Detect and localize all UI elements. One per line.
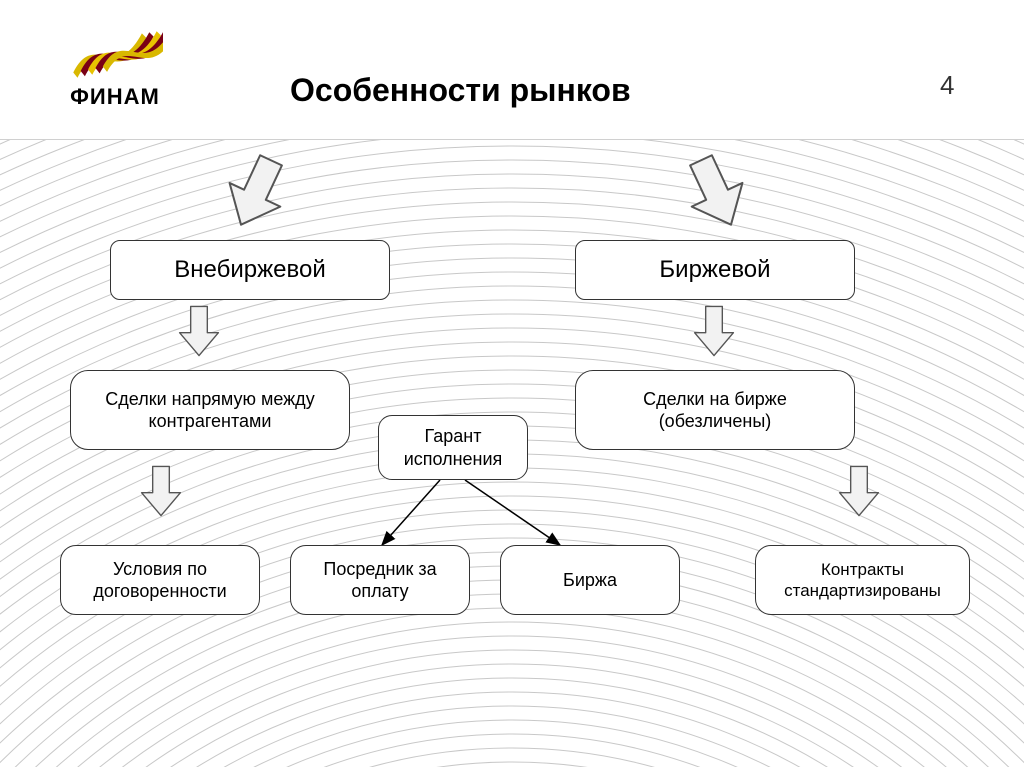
node-n-exchange: Биржевой xyxy=(575,240,855,300)
node-label: Посредник заоплату xyxy=(323,558,436,603)
node-n-bourse: Биржа xyxy=(500,545,680,615)
node-n-otc: Внебиржевой xyxy=(110,240,390,300)
node-n-contracts: Контрактыстандартизированы xyxy=(755,545,970,615)
slide-title: Особенности рынков xyxy=(290,72,631,109)
node-label: Внебиржевой xyxy=(174,255,325,285)
node-label: Сделки напрямую междуконтрагентами xyxy=(105,388,314,433)
node-n-otc-deals: Сделки напрямую междуконтрагентами xyxy=(70,370,350,450)
node-label: Биржа xyxy=(563,569,617,592)
node-label: Биржевой xyxy=(659,255,770,285)
thin-arrow-t1 xyxy=(382,480,440,545)
node-n-broker: Посредник заоплату xyxy=(290,545,470,615)
node-label: Гарантисполнения xyxy=(404,425,503,470)
finam-logo-text: ФИНАМ xyxy=(70,84,160,110)
slide-canvas: { "page": { "width": 1024, "height": 767… xyxy=(0,0,1024,767)
node-label: Условия подоговоренности xyxy=(93,558,226,603)
thin-arrow-t2 xyxy=(465,480,560,545)
node-n-guarantor: Гарантисполнения xyxy=(378,415,528,480)
node-label: Контрактыстандартизированы xyxy=(784,559,941,602)
finam-logo-stripes-icon xyxy=(68,24,163,84)
node-n-terms: Условия подоговоренности xyxy=(60,545,260,615)
node-n-exch-deals: Сделки на бирже(обезличены) xyxy=(575,370,855,450)
node-label: Сделки на бирже(обезличены) xyxy=(643,388,787,433)
page-number: 4 xyxy=(940,70,954,101)
finam-logo: ФИНАМ xyxy=(35,12,195,122)
